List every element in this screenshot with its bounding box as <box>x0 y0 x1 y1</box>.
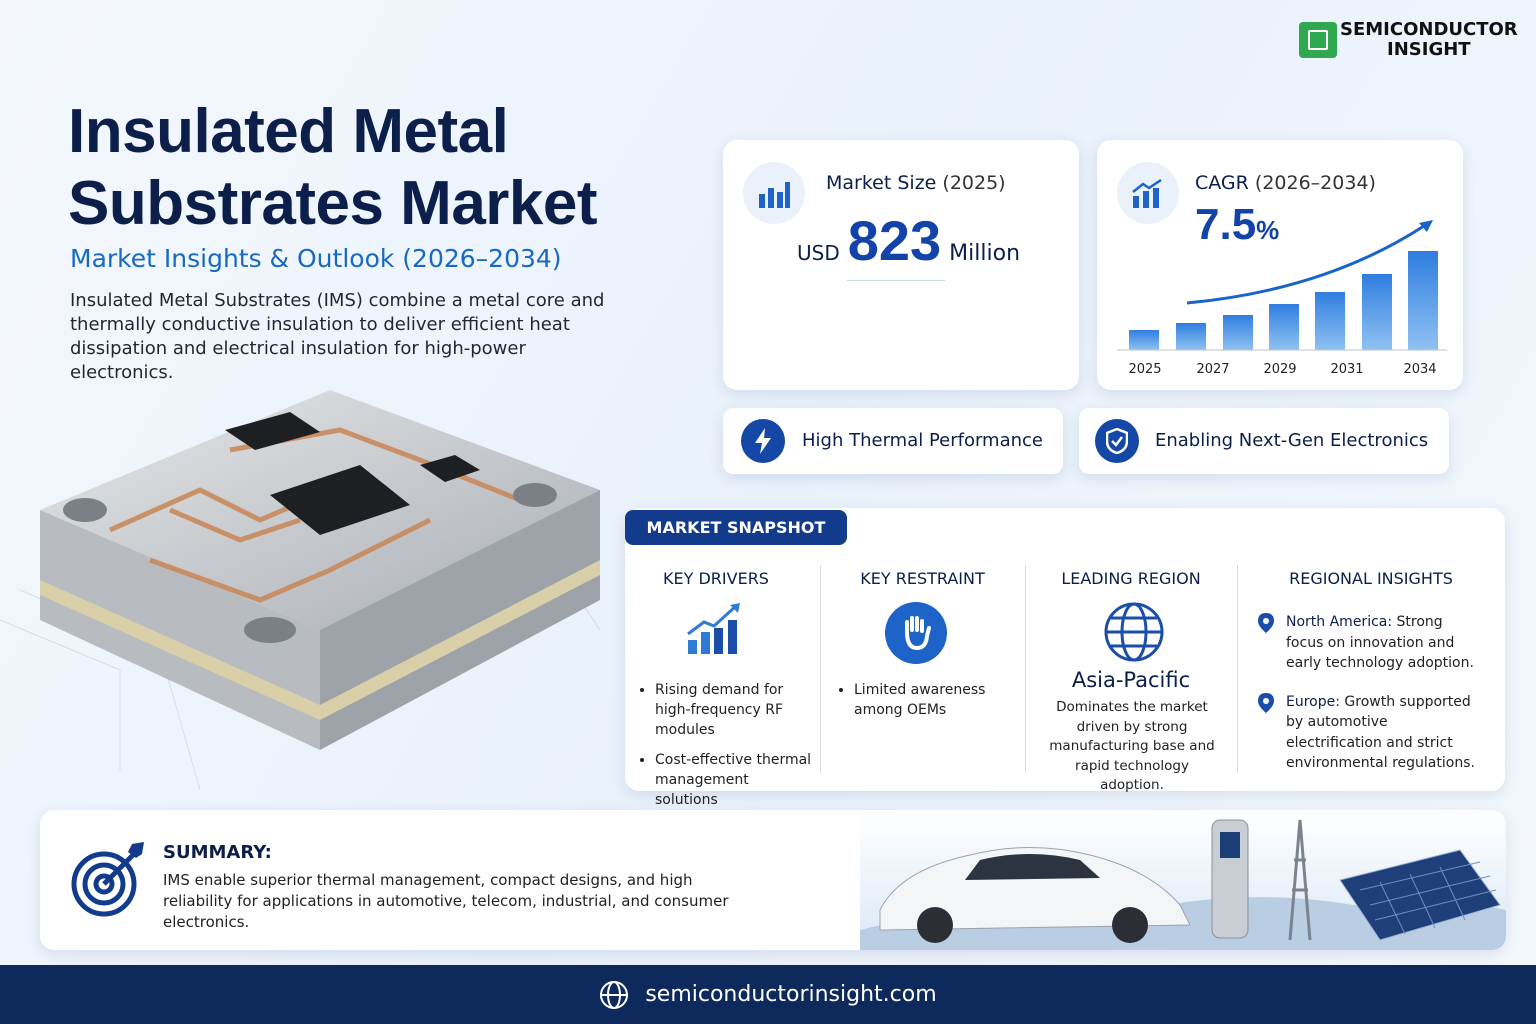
year-label: 2031 <box>1330 362 1364 377</box>
region-name: Asia-Pacific <box>1071 668 1191 692</box>
footer-url[interactable]: semiconductorinsight.com <box>645 982 937 1007</box>
separator <box>820 565 821 773</box>
drivers-list: Rising demand for high-frequency RF modu… <box>639 680 814 820</box>
insights-list: North America: Strong focus on innovatio… <box>1258 612 1483 774</box>
currency: USD <box>797 241 840 265</box>
title-line: Substrates Market <box>68 169 598 238</box>
column-heading: KEY DRIVERS <box>663 569 769 588</box>
feature-text: High Thermal Performance <box>802 430 1044 451</box>
driver-item: Cost-effective thermal management soluti… <box>655 750 814 810</box>
region-text: Dominates the market driven by strong ma… <box>1049 699 1215 793</box>
logo-line: INSIGHT <box>1387 39 1471 60</box>
footer: semiconductorinsight.com <box>0 965 1536 1024</box>
description: Insulated Metal Substrates (IMS) combine… <box>70 290 605 383</box>
cagr-value-row: 7.5% <box>1195 200 1279 250</box>
column-heading: KEY RESTRAINT <box>860 569 985 588</box>
cagr-value: 7.5 <box>1195 200 1257 249</box>
logo-text: SEMICONDUCTOR INSIGHT <box>1340 20 1518 60</box>
year-axis: 2025 2027 2029 2031 2034 <box>1097 362 1463 378</box>
drivers-icon <box>687 603 740 654</box>
globe-icon <box>600 980 629 1009</box>
title-line: Insulated Metal <box>68 97 509 166</box>
cagr-card: CAGR (2026–2034) 7.5% 2025 2027 2029 2031 20… <box>1097 140 1463 390</box>
pcb-illustration <box>0 390 601 790</box>
logo-line: SEMICONDUCTOR <box>1340 19 1518 40</box>
market-size-unit: Million <box>949 241 1021 266</box>
separator <box>1025 565 1026 773</box>
insight-item: Europe: Growth supported by automotive e… <box>1258 692 1483 774</box>
insight-text: Growth supported by automotive electrifi… <box>1286 693 1475 772</box>
feature-pill: Enabling Next-Gen Electronics <box>1079 408 1449 474</box>
cagr-label: CAGR <box>1195 172 1249 194</box>
growth-illustration <box>1117 220 1447 351</box>
market-size-card: Market Size (2025) USD 823 Million <box>723 140 1079 390</box>
cagr-label-row: CAGR (2026–2034) <box>1195 172 1376 194</box>
shield-icon <box>1095 419 1139 463</box>
logo-icon <box>1299 22 1337 58</box>
snapshot-panel <box>625 508 1505 791</box>
column-heading: REGIONAL INSIGHTS <box>1289 569 1453 588</box>
year-label: 2025 <box>1128 362 1162 377</box>
divider <box>847 280 945 281</box>
separator <box>1237 565 1238 773</box>
restraint-item: Limited awareness among OEMs <box>854 680 1018 720</box>
summary-panel: SUMMARY: IMS enable superior thermal man… <box>40 810 1506 950</box>
snapshot-title: MARKET SNAPSHOT <box>625 510 847 545</box>
chart-icon <box>743 162 805 224</box>
market-size-period: (2025) <box>942 172 1006 194</box>
year-label: 2034 <box>1403 362 1437 377</box>
cagr-period: (2026–2034) <box>1254 172 1376 194</box>
market-size-value-row: USD 823 Million <box>797 208 1020 273</box>
insight-text: Strong focus on innovation and early tec… <box>1286 614 1474 671</box>
summary-heading: SUMMARY: <box>163 842 272 863</box>
market-size-label: Market Size <box>826 172 937 194</box>
insight-region: North America: <box>1286 614 1393 630</box>
cagr-unit: % <box>1256 215 1280 245</box>
restraint-list: Limited awareness among OEMs <box>838 680 1018 730</box>
driver-item: Rising demand for high-frequency RF modu… <box>655 680 814 740</box>
market-size-label-row: Market Size (2025) <box>826 172 1006 194</box>
insight-region: Europe: <box>1286 693 1340 710</box>
globe-icon <box>1104 602 1164 662</box>
market-size-value: 823 <box>847 209 942 272</box>
summary-text: IMS enable superior thermal management, … <box>163 871 729 931</box>
insight-item: North America: Strong focus on innovatio… <box>1258 612 1483 674</box>
growth-icon <box>1117 162 1179 224</box>
column-heading: LEADING REGION <box>1061 569 1201 588</box>
subtitle: Market Insights & Outlook (2026–2034) <box>70 244 562 273</box>
feature-pill: High Thermal Performance <box>723 408 1063 474</box>
restraint-icon <box>885 602 947 664</box>
year-label: 2029 <box>1263 362 1297 377</box>
applications-illustration <box>860 810 1506 950</box>
target-icon <box>71 842 144 917</box>
bolt-icon <box>741 419 785 463</box>
year-label: 2027 <box>1196 362 1230 377</box>
feature-text: Enabling Next-Gen Electronics <box>1155 430 1429 451</box>
title: Insulated Metal Substrates Market <box>68 96 598 240</box>
